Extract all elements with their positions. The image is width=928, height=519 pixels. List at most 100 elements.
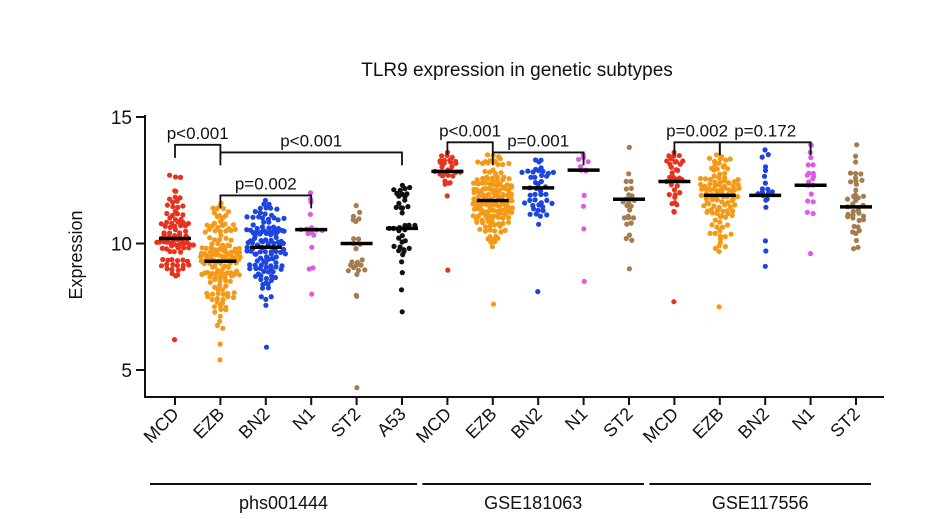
- data-point: [444, 193, 450, 199]
- data-point: [225, 242, 231, 248]
- data-point: [495, 161, 501, 168]
- data-point: [225, 264, 232, 270]
- p-value-label: p<0.001: [439, 121, 501, 140]
- data-point: [253, 229, 259, 235]
- data-point: [535, 289, 541, 295]
- data-point: [275, 217, 281, 223]
- data-point: [228, 273, 235, 279]
- data-point: [630, 215, 637, 221]
- data-point: [212, 276, 218, 282]
- data-point: [485, 218, 491, 224]
- data-point: [177, 230, 183, 236]
- data-point: [204, 222, 210, 228]
- data-point: [210, 205, 216, 211]
- data-point: [164, 219, 170, 225]
- data-point: [716, 248, 722, 255]
- chart-title: TLR9 expression in genetic subtypes: [361, 60, 673, 81]
- data-point: [217, 237, 223, 243]
- data-point: [209, 241, 215, 247]
- data-point: [164, 266, 170, 272]
- data-point: [170, 212, 176, 219]
- data-point: [806, 170, 812, 176]
- data-point: [698, 181, 704, 188]
- data-point: [669, 170, 675, 176]
- y-tick-label: 15: [111, 108, 132, 129]
- data-point: [707, 176, 714, 182]
- data-point: [165, 257, 171, 263]
- data-point: [860, 217, 867, 223]
- data-point: [722, 244, 728, 250]
- comparison-bracket: [219, 194, 313, 209]
- data-point: [258, 273, 264, 279]
- data-point: [185, 220, 191, 227]
- data-point: [231, 290, 237, 296]
- data-point: [224, 251, 230, 258]
- data-point: [714, 207, 721, 213]
- data-point: [735, 177, 741, 183]
- data-point: [230, 222, 236, 228]
- y-tick-label: 10: [111, 235, 132, 256]
- data-point: [763, 204, 769, 210]
- data-point: [169, 266, 175, 273]
- data-point: [170, 239, 176, 245]
- data-point: [626, 144, 632, 150]
- data-point: [629, 237, 635, 243]
- p-value-label: p<0.001: [280, 131, 342, 150]
- data-point: [215, 286, 221, 292]
- data-point: [494, 178, 500, 184]
- data-point: [762, 147, 768, 153]
- data-point: [268, 294, 274, 300]
- data-point: [714, 166, 720, 172]
- data-point: [712, 217, 718, 223]
- data-point: [621, 215, 628, 221]
- data-point: [473, 216, 480, 222]
- data-point: [263, 280, 269, 286]
- data-point: [215, 290, 221, 296]
- data-point: [186, 262, 192, 268]
- data-point: [223, 307, 229, 313]
- data-point: [853, 187, 859, 193]
- data-point: [393, 204, 399, 210]
- data-point: [628, 220, 634, 226]
- data-point: [532, 174, 538, 180]
- data-point: [248, 248, 254, 254]
- data-point: [223, 228, 229, 234]
- data-point: [356, 216, 362, 222]
- data-point: [236, 272, 242, 278]
- data-point: [762, 167, 769, 174]
- data-point: [761, 173, 768, 179]
- data-point: [167, 172, 173, 178]
- data-point: [400, 252, 406, 258]
- data-point: [509, 205, 516, 211]
- data-point: [482, 228, 488, 234]
- data-point: [668, 182, 674, 188]
- data-point: [706, 155, 713, 161]
- y-axis-label: Expression: [66, 210, 86, 299]
- data-point: [732, 202, 738, 208]
- data-point: [676, 153, 682, 159]
- data-point: [164, 210, 170, 217]
- data-point: [215, 241, 221, 247]
- data-point: [508, 191, 514, 197]
- data-point: [399, 205, 406, 211]
- data-point: [237, 254, 243, 260]
- data-point: [721, 163, 727, 169]
- data-point: [496, 188, 502, 194]
- data-point: [712, 245, 719, 251]
- data-point: [759, 186, 766, 192]
- data-point: [623, 178, 629, 184]
- data-point: [219, 300, 225, 306]
- dataset-group-labels: phs001444 GSE181063 GSE117556: [150, 483, 871, 513]
- data-point: [214, 322, 220, 329]
- data-point: [441, 160, 447, 166]
- data-point: [180, 262, 186, 268]
- data-point: [309, 291, 315, 297]
- data-point: [629, 193, 635, 199]
- data-point: [271, 215, 277, 221]
- data-point: [236, 245, 242, 252]
- data-point: [228, 227, 234, 234]
- data-point: [353, 246, 359, 252]
- data-point: [164, 261, 170, 267]
- data-point: [476, 193, 482, 200]
- data-point: [402, 186, 408, 192]
